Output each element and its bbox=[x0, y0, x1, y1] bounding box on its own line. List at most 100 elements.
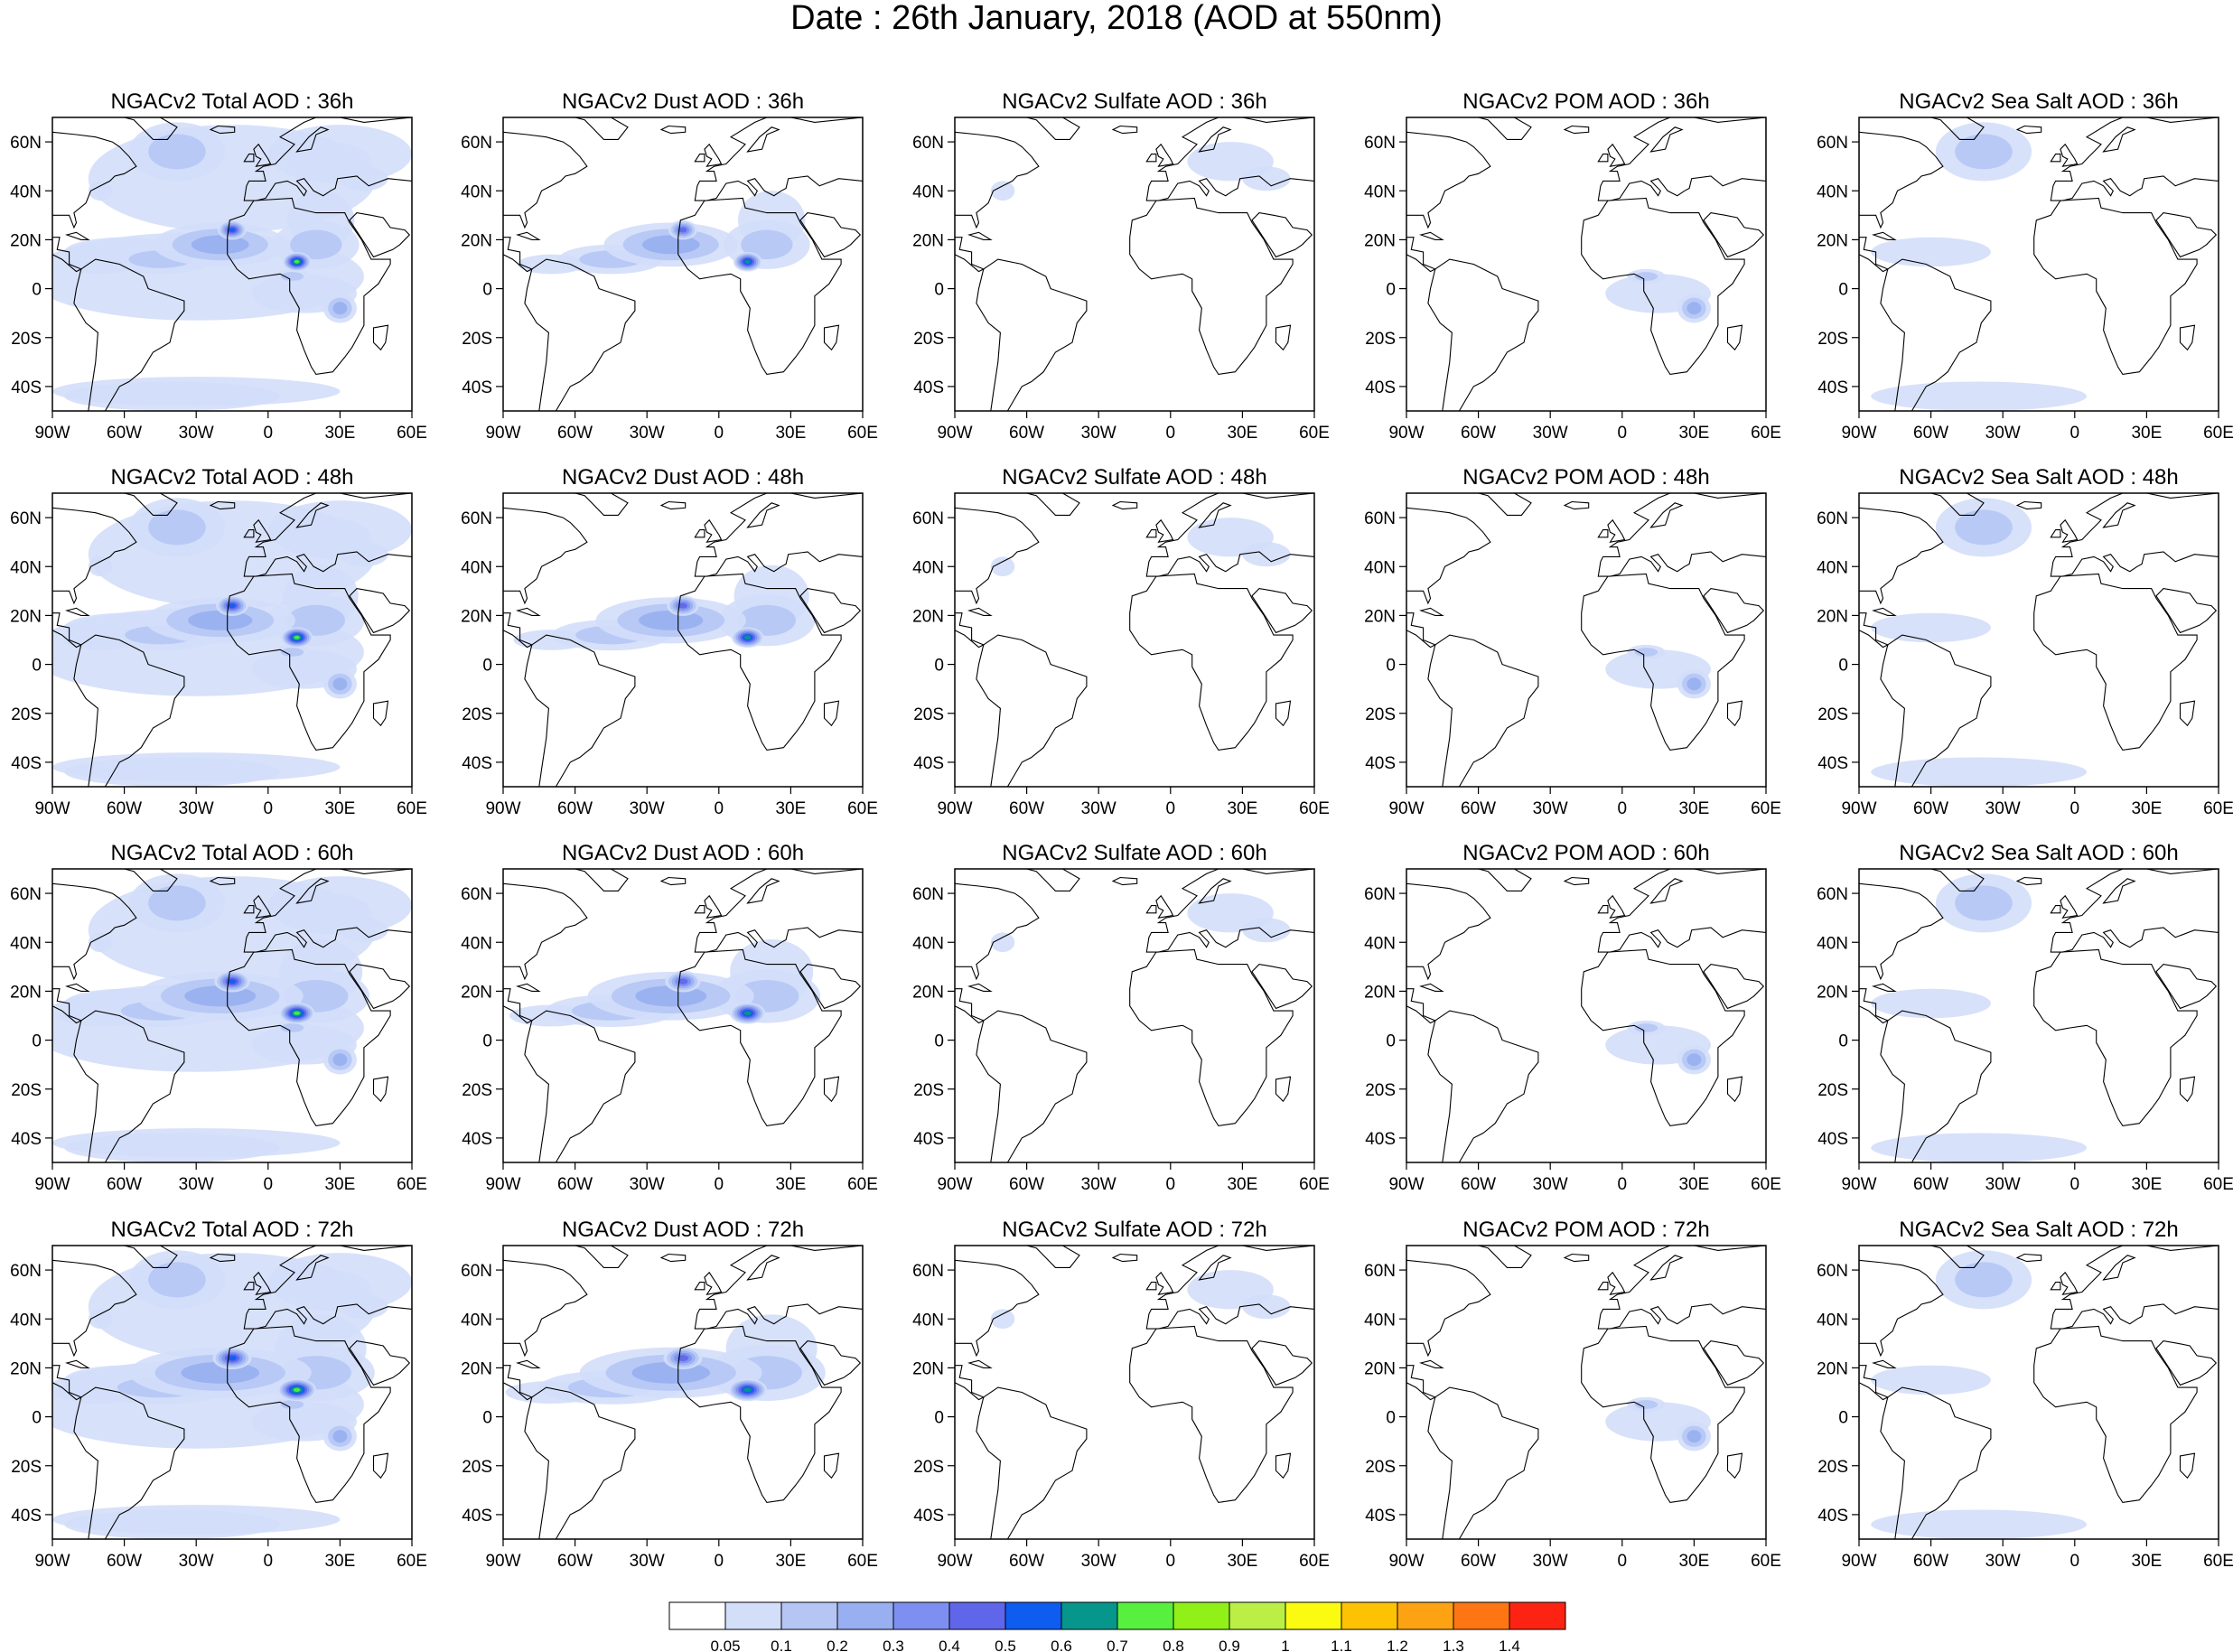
lat-tick-label: 40S bbox=[913, 754, 944, 773]
coastline-ireland bbox=[694, 529, 705, 538]
lon-tick-label: 90W bbox=[1841, 424, 1876, 443]
coastline-africa bbox=[677, 948, 842, 1126]
lat-tick-label: 40S bbox=[913, 378, 944, 397]
lon-tick-label: 30W bbox=[179, 1175, 214, 1194]
lon-tick-label: 60E bbox=[397, 799, 427, 818]
coastline-great-britain bbox=[253, 1271, 272, 1295]
coastline-north-america bbox=[503, 882, 588, 981]
coastline-arabia bbox=[799, 212, 862, 258]
map-panel-seasalt-72h: NGACv2 Sea Salt AOD : 72h 90W 60W 30W 0 30E 60… bbox=[1817, 1218, 2233, 1571]
lat-tick-label: 20S bbox=[913, 1081, 944, 1100]
coastline-great-britain bbox=[704, 1271, 723, 1295]
aod-plume bbox=[64, 757, 281, 787]
coastline-great-britain bbox=[1607, 894, 1626, 919]
map-frame bbox=[502, 868, 864, 1163]
aod-plume bbox=[1634, 1400, 1658, 1409]
lon-tick-label: 60E bbox=[1751, 799, 1781, 818]
lon-tick-label: 30E bbox=[324, 799, 355, 818]
coastline-madagascar bbox=[372, 1452, 389, 1479]
aod-plume bbox=[990, 1309, 1015, 1330]
coastline-madagascar bbox=[2179, 1076, 2196, 1103]
coastline-south-america bbox=[1427, 1010, 1539, 1162]
lat-tick-label: 40N bbox=[461, 558, 492, 577]
coastline-cuba bbox=[1871, 231, 1897, 240]
coastlines bbox=[52, 117, 412, 411]
map-panel-dust-60h: NGACv2 Dust AOD : 60h 90W 60W 30W 0 30E 60E 60N… bbox=[461, 841, 878, 1194]
lat-tick-label: 40S bbox=[11, 1507, 42, 1526]
coastline-cuba bbox=[1871, 1359, 1897, 1368]
lat-tick-label: 20N bbox=[461, 231, 492, 250]
panel-title: NGACv2 Sulfate AOD : 48h bbox=[1002, 465, 1266, 490]
lon-tick-label: 0 bbox=[264, 799, 274, 818]
aod-plume bbox=[1871, 1365, 1991, 1395]
coastline-europe bbox=[1597, 1246, 1766, 1330]
coastline-arabia bbox=[1251, 964, 1313, 1010]
map-panel-sulfate-72h: NGACv2 Sulfate AOD : 72h 90W 60W 30W 0 30E 60E… bbox=[912, 1218, 1330, 1571]
coastline-south-america bbox=[1880, 258, 1992, 411]
aod-plume bbox=[1955, 134, 2013, 170]
colorbar-swatch bbox=[1173, 1601, 1230, 1630]
coastline-arabia bbox=[349, 588, 411, 634]
lon-tick-label: 30E bbox=[1678, 424, 1709, 443]
coastline-south-america bbox=[976, 634, 1088, 787]
lon-tick-label: 0 bbox=[264, 424, 274, 443]
lon-tick-label: 30W bbox=[630, 799, 665, 818]
lat-tick-label: 20N bbox=[912, 1359, 944, 1378]
coastline-scandinavia-sea-cut bbox=[295, 1255, 330, 1281]
aod-plume bbox=[293, 1387, 301, 1392]
colorbar-label: 0.5 bbox=[995, 1638, 1016, 1652]
coastline-europe bbox=[1597, 117, 1766, 201]
lon-tick-label: 30W bbox=[1081, 424, 1116, 443]
colorbar-swatch bbox=[892, 1601, 950, 1630]
colorbar-label: 1.1 bbox=[1331, 1638, 1352, 1652]
coastline-south-america bbox=[1427, 1386, 1539, 1539]
map-frame bbox=[1406, 117, 1767, 412]
coastlines bbox=[52, 493, 412, 787]
coastline-africa bbox=[677, 573, 842, 751]
lat-tick-label: 60N bbox=[461, 134, 492, 153]
coastline-great-britain bbox=[2060, 1271, 2079, 1295]
lon-tick-label: 60E bbox=[1751, 1175, 1781, 1194]
colorbar-label: 0.6 bbox=[1051, 1638, 1072, 1652]
lat-tick-label: 0 bbox=[482, 1032, 492, 1051]
lat-tick-label: 40S bbox=[1365, 1507, 1396, 1526]
colorbar-label: 1.2 bbox=[1387, 1638, 1408, 1652]
aod-plume bbox=[340, 166, 388, 191]
lon-tick-label: 0 bbox=[2070, 799, 2080, 818]
colorbar-swatch bbox=[1453, 1601, 1510, 1630]
coastline-central-america bbox=[955, 237, 986, 273]
coastline-africa bbox=[2033, 1325, 2198, 1503]
lat-tick-label: 40N bbox=[1364, 558, 1396, 577]
lat-tick-label: 0 bbox=[934, 657, 944, 676]
aod-plume bbox=[1871, 1133, 2088, 1162]
coastline-central-america bbox=[1406, 612, 1437, 649]
coastline-cuba bbox=[1418, 231, 1444, 240]
coastline-iceland bbox=[1563, 876, 1590, 886]
lon-tick-label: 30W bbox=[179, 424, 214, 443]
coastline-ireland bbox=[694, 905, 705, 914]
coastline-cuba bbox=[1418, 1359, 1444, 1368]
map-panel-total-60h: NGACv2 Total AOD : 60h 90W 60W 30W 0 30E 60E 60… bbox=[10, 841, 427, 1194]
aod-plume bbox=[1242, 542, 1291, 567]
map-panel-pom-72h: NGACv2 POM AOD : 72h 90W 60W 30W 0 30E 60E 60N 4… bbox=[1364, 1218, 1781, 1571]
coastlines bbox=[1859, 117, 2219, 411]
coastline-south-america bbox=[1880, 1386, 1992, 1539]
colorbar-swatch bbox=[1229, 1601, 1286, 1630]
map-background bbox=[1406, 1246, 1766, 1539]
coastline-scandinavia-sea-cut bbox=[1198, 878, 1232, 904]
lat-tick-label: 0 bbox=[1838, 281, 1848, 300]
coastlines bbox=[52, 1246, 412, 1539]
lon-tick-label: 30W bbox=[630, 424, 665, 443]
map-panel-total-36h: NGACv2 Total AOD : 36h 90W 60W 30W 0 30E 60E 60… bbox=[10, 89, 427, 443]
coastlines bbox=[503, 493, 863, 787]
coastline-arabia bbox=[799, 588, 862, 634]
lat-tick-label: 20S bbox=[1365, 1458, 1396, 1477]
coastline-madagascar bbox=[2179, 700, 2196, 727]
aod-plume bbox=[294, 259, 300, 264]
lon-tick-label: 60W bbox=[1461, 799, 1496, 818]
lat-tick-label: 40S bbox=[913, 1130, 944, 1149]
lat-tick-label: 20S bbox=[1365, 1081, 1396, 1100]
lat-tick-label: 40S bbox=[462, 378, 492, 397]
coastline-great-britain bbox=[1155, 1271, 1174, 1295]
